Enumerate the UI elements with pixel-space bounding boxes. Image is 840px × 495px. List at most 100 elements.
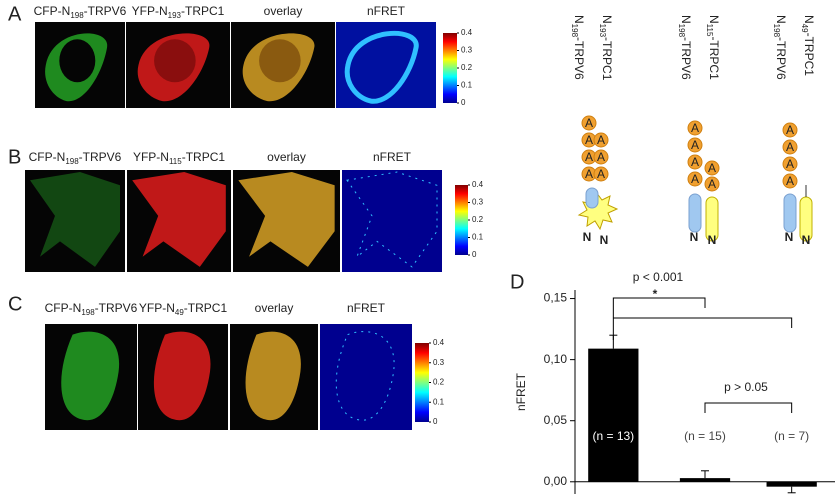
label: overlay <box>255 301 294 315</box>
colorbar <box>443 33 457 103</box>
bead-label: A <box>786 174 794 188</box>
annotation: * <box>653 287 658 301</box>
panel-letter: D <box>510 271 524 293</box>
annotation: p < 0.001 <box>633 270 684 284</box>
label-suffix: -TRPV6 <box>679 37 693 80</box>
label-prefix: CFP-N <box>45 301 82 315</box>
colorbar-tick-label: 0.4 <box>433 338 445 347</box>
ankyrin-bead <box>782 173 798 189</box>
label-subscript: 198 <box>65 157 79 166</box>
nucleus <box>259 39 301 83</box>
label: N193-TRPC1 <box>598 15 614 81</box>
label: nFRET <box>373 150 412 164</box>
colorbar-tick-label: 0 <box>472 250 477 259</box>
label-prefix: N <box>774 15 788 24</box>
n-label: (n = 13) <box>592 429 634 443</box>
label-subscript: 198 <box>677 24 686 38</box>
ankyrin-bead <box>593 132 609 148</box>
label-text: nFRET <box>347 301 386 315</box>
panel-letter: A <box>8 3 22 25</box>
terminus-label: N <box>785 230 794 244</box>
bead-label: A <box>597 133 605 147</box>
micrograph <box>320 324 412 430</box>
colorbar <box>415 343 429 422</box>
bead-label: A <box>691 155 699 169</box>
label-subscript: 115 <box>169 157 182 166</box>
label: YFP-N193-TRPC1 <box>132 4 225 20</box>
label-suffix: -TRPC1 <box>184 301 228 315</box>
label-suffix: -TRPV6 <box>774 37 788 80</box>
bar <box>588 348 639 482</box>
y-tick-label: 0,10 <box>544 352 568 366</box>
bar <box>766 481 817 487</box>
bead-label: A <box>708 177 716 191</box>
y-axis-label: nFRET <box>514 372 528 411</box>
terminus-label: N <box>690 230 699 244</box>
label-text: nFRET <box>373 150 412 164</box>
colorbar-tick-label: 0.2 <box>461 63 473 72</box>
label: N198-TRPV6 <box>570 15 586 80</box>
bead-label: A <box>597 167 605 181</box>
bar <box>679 478 731 482</box>
label: overlay <box>264 4 303 18</box>
cell <box>245 331 301 421</box>
ankyrin-bead <box>704 160 720 176</box>
label-suffix: -TRPC1 <box>181 4 225 18</box>
label-subscript: 198 <box>570 24 579 38</box>
label: CFP-N198-TRPV6 <box>34 4 127 20</box>
ankyrin-bead <box>782 139 798 155</box>
cell-fret <box>346 171 438 268</box>
channel-cylinder <box>783 193 797 233</box>
colorbar-tick-label: 0.2 <box>433 378 445 387</box>
cell <box>61 331 120 421</box>
label-suffix: -TRPV6 <box>572 37 586 80</box>
label-suffix: -TRPC1 <box>802 33 816 77</box>
terminus-label: N <box>802 233 811 247</box>
y-tick-label: 0,00 <box>544 474 568 488</box>
bead-label: A <box>585 167 593 181</box>
ankyrin-bead <box>687 154 703 170</box>
colorbar-tick-label: 0.4 <box>461 28 473 37</box>
label-suffix: -TRPV6 <box>95 301 138 315</box>
label-suffix: -TRPC1 <box>707 36 721 80</box>
label: N198-TRPV6 <box>677 15 693 80</box>
colorbar-tick-label: 0.1 <box>433 397 445 406</box>
interaction-star <box>577 190 619 231</box>
label-prefix: CFP-N <box>29 150 66 164</box>
y-tick-label: 0,15 <box>544 291 568 305</box>
colorbar-tick-label: 0.3 <box>461 46 473 55</box>
colorbar-tick-label: 0.1 <box>472 233 484 242</box>
label-suffix: -TRPV6 <box>84 4 127 18</box>
bead-label: A <box>585 150 593 164</box>
micrograph <box>342 170 442 272</box>
cell <box>132 172 226 267</box>
channel-cylinder <box>705 196 719 242</box>
ankyrin-bead <box>687 137 703 153</box>
label-subscript: 198 <box>772 24 781 38</box>
label-subscript: 198 <box>70 11 84 20</box>
n-label: (n = 15) <box>684 429 726 443</box>
bead-label: A <box>786 157 794 171</box>
panel-letter: B <box>8 146 21 168</box>
label-prefix: N <box>600 15 614 24</box>
label-prefix: YFP-N <box>132 4 168 18</box>
label-prefix: YFP-N <box>139 301 175 315</box>
label-subscript: 115 <box>705 24 714 37</box>
cell-fret <box>335 331 395 421</box>
label: CFP-N198-TRPV6 <box>29 150 122 166</box>
label: YFP-N115-TRPC1 <box>133 150 225 166</box>
ankyrin-bead <box>687 171 703 187</box>
label-subscript: 193 <box>168 11 182 20</box>
label: YFP-N49-TRPC1 <box>139 301 228 317</box>
channel-cylinder <box>585 187 599 209</box>
ankyrin-bead <box>687 120 703 136</box>
ankyrin-bead <box>593 149 609 165</box>
label-prefix: YFP-N <box>133 150 169 164</box>
bead-label: A <box>691 172 699 186</box>
label: nFRET <box>367 4 406 18</box>
colorbar-tick-label: 0.4 <box>472 180 484 189</box>
colorbar-tick-label: 0 <box>433 417 438 426</box>
label-prefix: CFP-N <box>34 4 71 18</box>
label-suffix: -TRPV6 <box>79 150 122 164</box>
cell-fret <box>344 30 419 104</box>
